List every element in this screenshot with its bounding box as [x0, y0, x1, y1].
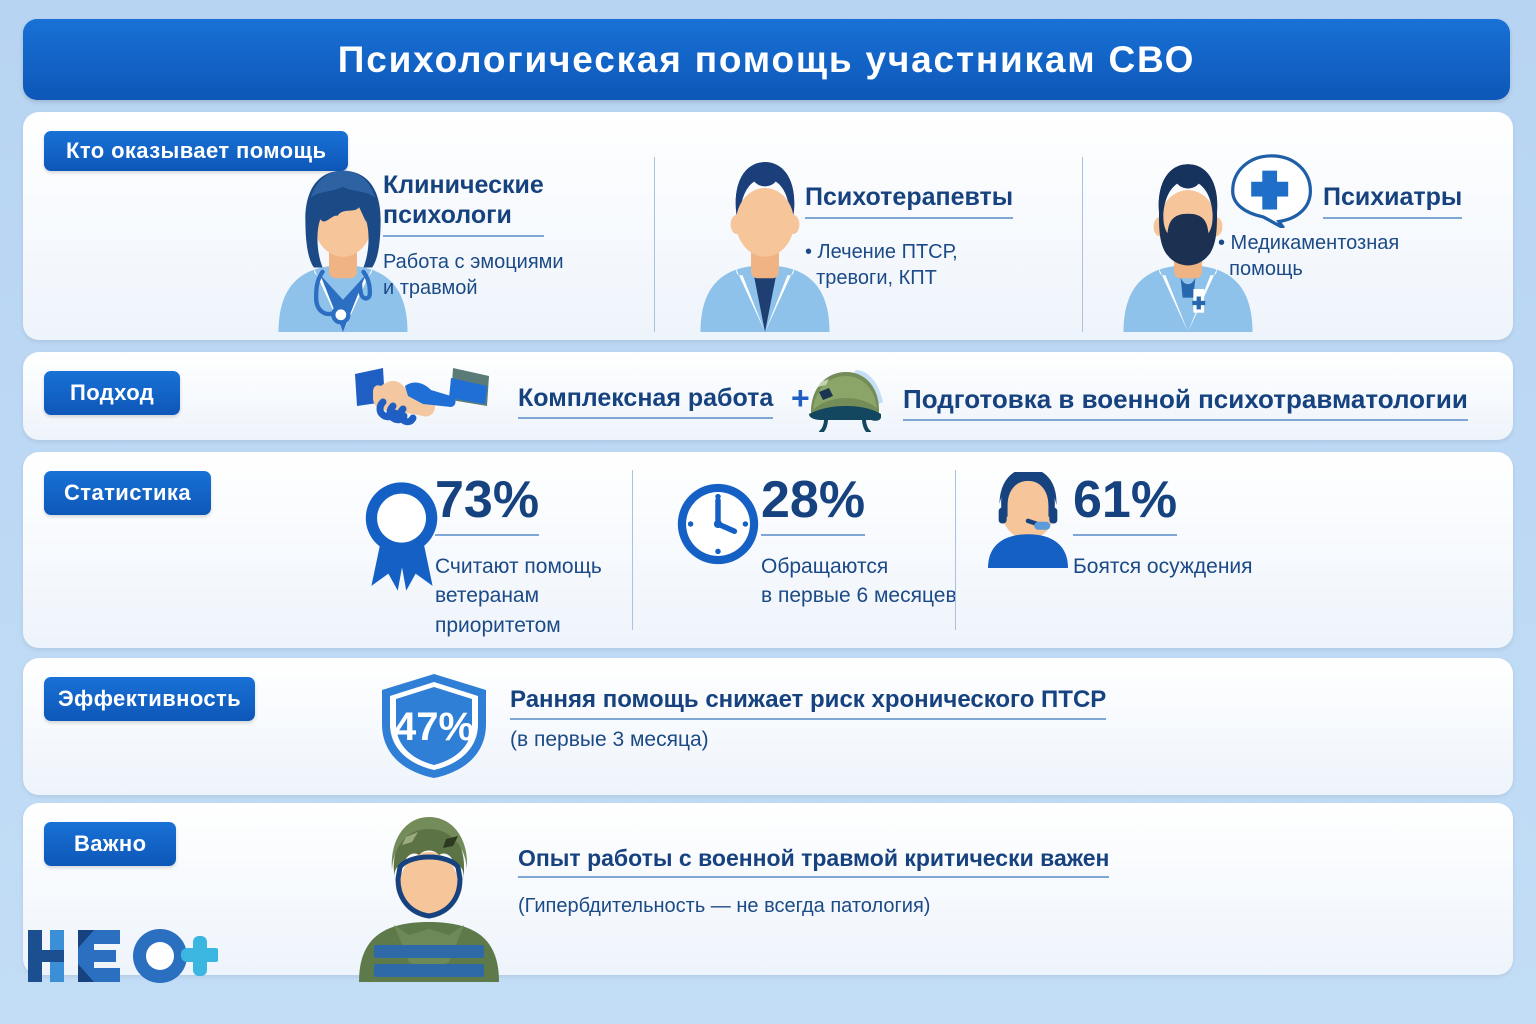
svg-text:47%: 47% — [394, 705, 474, 749]
